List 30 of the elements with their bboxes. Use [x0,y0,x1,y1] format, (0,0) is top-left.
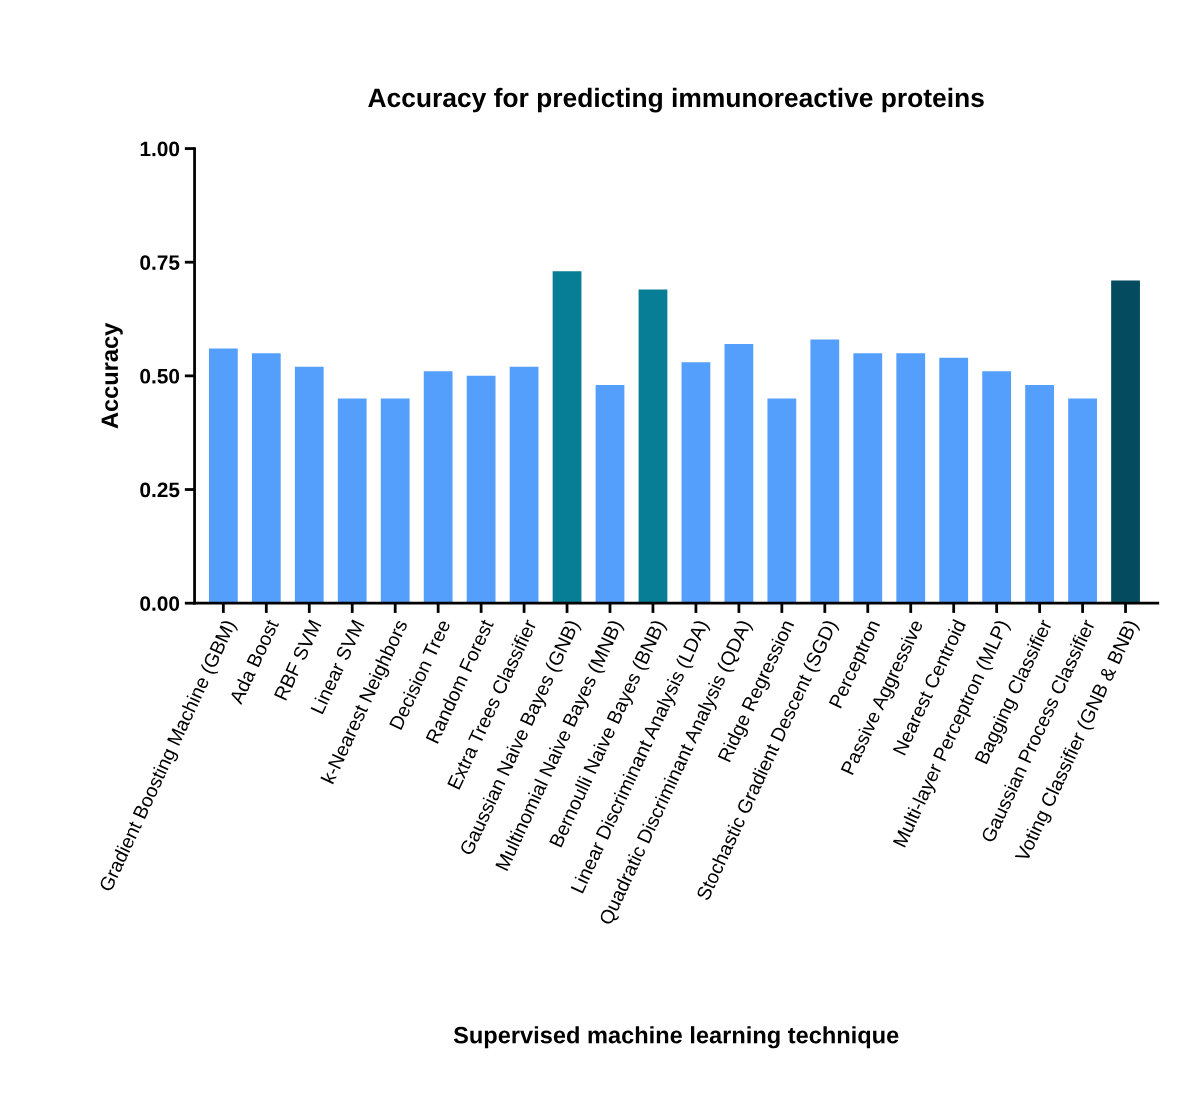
x-axis-title: Supervised machine learning technique [453,1026,899,1049]
y-tick-label: 1.00 [140,141,180,157]
bar [552,271,582,604]
bar [1111,280,1140,604]
bar [810,339,840,604]
bar [380,398,410,604]
bar [251,353,281,604]
bar [208,348,238,604]
bar [896,353,926,604]
bar [466,375,496,604]
bar [1025,384,1055,604]
bar [595,384,625,604]
bar [337,398,367,604]
bar [853,353,883,604]
bar [423,371,453,604]
bar [1068,398,1097,604]
bar [724,344,754,604]
bar [767,398,797,604]
y-tick-label: 0.00 [140,596,180,611]
bar [939,357,969,604]
bar [294,366,324,604]
y-axis-title: Accuracy [101,322,123,429]
chart-title: Accuracy for predicting immunoreactive proteins [368,87,984,113]
bar [681,362,711,604]
y-tick-label: 0.75 [140,255,180,270]
bar [638,289,668,604]
bar [509,366,539,604]
y-tick-label: 0.50 [140,368,180,384]
y-tick-label: 0.25 [140,482,180,498]
bar [982,371,1012,604]
